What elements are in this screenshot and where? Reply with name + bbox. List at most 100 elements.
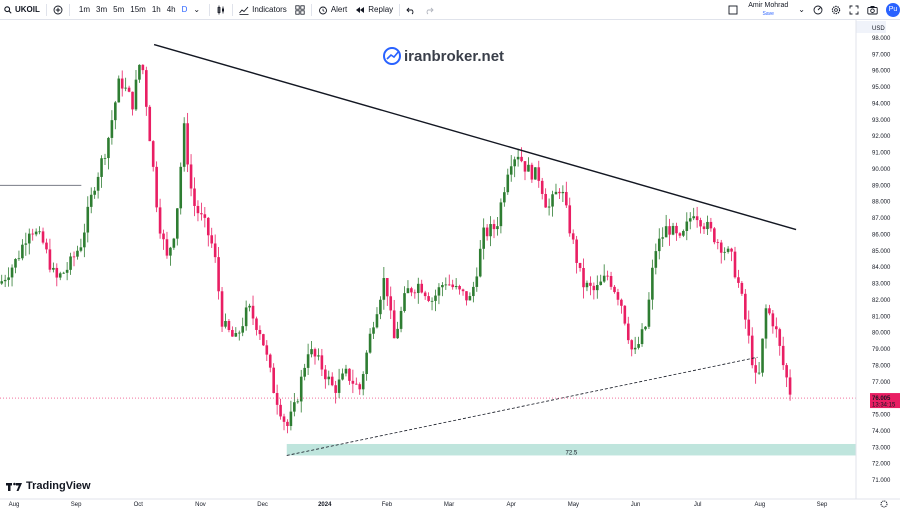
- candle-body: [444, 284, 448, 286]
- price-tick-label: 95.000: [872, 85, 891, 91]
- compare-button[interactable]: [49, 0, 67, 19]
- candle-body: [52, 267, 55, 270]
- candle-body: [764, 308, 768, 339]
- candle-body: [437, 287, 441, 296]
- price-tick-label: 72.000: [872, 462, 891, 468]
- currency-label[interactable]: USD: [872, 26, 885, 32]
- candle-body: [609, 276, 613, 287]
- candle-body: [131, 91, 134, 110]
- candle-body: [120, 78, 124, 89]
- support-trendline[interactable]: [286, 356, 758, 456]
- resistance-trendline[interactable]: [153, 43, 797, 231]
- chevron-down-icon: ⌄: [798, 5, 805, 14]
- symbol-search[interactable]: UKOIL: [0, 0, 44, 19]
- candle-body: [737, 277, 740, 283]
- settings-button[interactable]: [827, 0, 845, 19]
- tradingview-logo[interactable]: TradingView: [6, 480, 91, 492]
- candle-body: [34, 231, 38, 235]
- snapshot-button[interactable]: [863, 0, 882, 19]
- candle-body: [169, 247, 172, 256]
- chart-type-button[interactable]: [212, 0, 230, 19]
- time-tick-label: Sep: [817, 502, 828, 508]
- candle-body: [313, 349, 317, 357]
- axis-settings-icon[interactable]: [880, 500, 888, 508]
- user-menu[interactable]: Amir Mohrad Save: [742, 2, 794, 18]
- redo-icon: [426, 7, 434, 14]
- candle-body: [141, 64, 145, 71]
- candle-body: [582, 267, 585, 288]
- timeframe-1m[interactable]: 1m: [78, 5, 91, 14]
- replay-button[interactable]: Replay: [351, 0, 397, 19]
- fullscreen-button[interactable]: [845, 0, 863, 19]
- candle-body: [148, 106, 152, 142]
- support-zone[interactable]: [286, 443, 856, 456]
- candle-body: [534, 167, 537, 180]
- layout-menu-button[interactable]: [724, 0, 742, 19]
- candle-body: [616, 292, 620, 300]
- layouts-button[interactable]: [291, 0, 309, 19]
- timeframe-3m[interactable]: 3m: [96, 5, 108, 14]
- price-tick-label: 96.000: [872, 69, 891, 75]
- watermark: iranbroker.net: [383, 47, 504, 65]
- candle-body: [468, 296, 472, 301]
- separator: [399, 3, 401, 16]
- candle-body: [551, 194, 554, 207]
- candle-body: [89, 194, 93, 207]
- candle-body: [303, 367, 306, 377]
- price-tick-label: 78.000: [872, 363, 891, 369]
- candle-body: [578, 262, 582, 268]
- brand-label: TradingView: [26, 480, 91, 492]
- candle-body: [14, 259, 17, 268]
- timeframe-d[interactable]: D: [181, 5, 188, 14]
- timeframe-1h[interactable]: 1h: [151, 5, 161, 14]
- candle-body: [506, 174, 510, 193]
- candle-body: [375, 314, 379, 328]
- search-icon: [4, 5, 12, 14]
- redo-button[interactable]: [420, 0, 438, 19]
- time-axis[interactable]: Aug Sep Oct Nov Dec 2024 Feb Mar Apr May Jun Jul Aug…: [0, 498, 900, 508]
- candle-body: [62, 272, 65, 274]
- chevron-button[interactable]: ⌄: [794, 0, 809, 19]
- timeframe-group: 1m 3m 5m 15m 1h 4h D ⌄: [72, 0, 207, 19]
- candle-body: [79, 247, 83, 251]
- candle-body: [385, 278, 389, 297]
- candle-body: [348, 368, 351, 381]
- tradingview-mark-icon: [6, 482, 22, 491]
- candle-body: [733, 251, 737, 278]
- price-tick-label: 90.000: [872, 167, 891, 173]
- price-tick-label: 85.000: [872, 249, 891, 255]
- candle-body: [454, 285, 458, 288]
- time-tick-label: Feb: [382, 502, 393, 508]
- candle-body: [719, 242, 723, 253]
- candle-body: [671, 225, 675, 235]
- candle-body: [730, 248, 733, 252]
- save-label: Save: [762, 10, 774, 17]
- candle-body: [17, 258, 21, 260]
- candle-body: [355, 383, 358, 385]
- chevron-down-icon[interactable]: ⌄: [193, 5, 201, 14]
- candle-body: [461, 289, 465, 292]
- timeframe-4h[interactable]: 4h: [166, 5, 176, 14]
- alert-button[interactable]: Alert: [314, 0, 351, 19]
- candle-body: [268, 354, 272, 368]
- candle-body: [279, 404, 282, 417]
- candle-body: [503, 192, 506, 203]
- undo-button[interactable]: [402, 0, 420, 19]
- candle-body: [145, 70, 148, 107]
- price-tick-label: 84.000: [872, 265, 891, 271]
- candle-body: [365, 352, 368, 375]
- price-tick-label: 97.000: [872, 52, 891, 58]
- price-chart[interactable]: USD 72.5 98.00097.00096.00095.00094.0009…: [0, 20, 900, 509]
- candle-body: [754, 365, 757, 373]
- timeframe-5m[interactable]: 5m: [113, 5, 125, 14]
- indicators-button[interactable]: Indicators: [235, 0, 291, 19]
- candle-body: [158, 207, 162, 234]
- candle-body: [275, 393, 279, 405]
- quick-search-button[interactable]: [809, 0, 827, 19]
- candle-body: [413, 292, 417, 294]
- timeframe-15m[interactable]: 15m: [130, 5, 146, 14]
- publish-button[interactable]: Pu: [886, 2, 900, 17]
- price-axis[interactable]: 98.000 97.000 96.000 95.000 94.000 93.000 92.0…: [855, 20, 891, 499]
- candle-body: [337, 379, 341, 393]
